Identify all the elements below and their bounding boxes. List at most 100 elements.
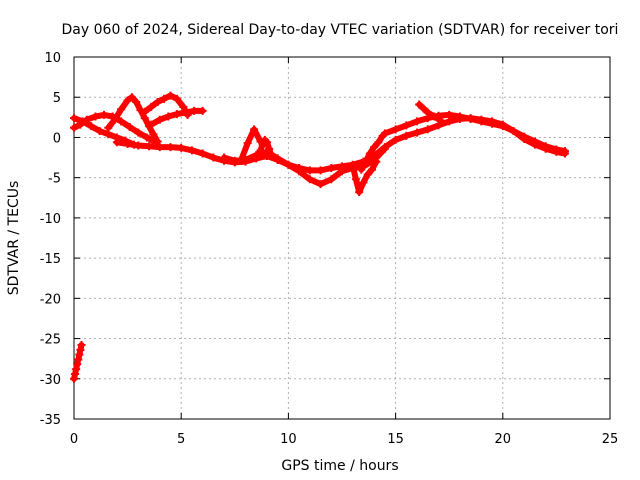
x-tick-label: 15 bbox=[387, 432, 404, 447]
data-point bbox=[187, 146, 196, 155]
data-point bbox=[560, 147, 569, 156]
data-point bbox=[374, 138, 383, 147]
series-rise-13 bbox=[357, 131, 387, 174]
data-point bbox=[132, 98, 141, 107]
data-point bbox=[147, 102, 156, 111]
data-point bbox=[123, 139, 132, 148]
data-point bbox=[149, 130, 158, 139]
data-point bbox=[155, 115, 164, 124]
data-point bbox=[172, 94, 181, 103]
data-point bbox=[172, 110, 181, 119]
series-arc-c bbox=[147, 106, 207, 129]
data-point bbox=[445, 110, 454, 119]
y-tick-label: -25 bbox=[40, 333, 61, 348]
y-tick-label: -5 bbox=[48, 172, 61, 187]
x-tick-label: 5 bbox=[177, 432, 185, 447]
data-point bbox=[70, 123, 78, 132]
data-point bbox=[74, 355, 83, 364]
chart-title: Day 060 of 2024, Sidereal Day-to-day VTE… bbox=[62, 22, 619, 38]
data-point bbox=[198, 149, 207, 158]
data-point bbox=[305, 166, 314, 175]
axis-ticks bbox=[73, 56, 611, 420]
series-bump-7 bbox=[237, 125, 265, 164]
data-series bbox=[70, 91, 569, 383]
data-point bbox=[488, 119, 497, 128]
data-point bbox=[181, 108, 190, 117]
x-tick-label: 25 bbox=[602, 432, 619, 447]
data-point bbox=[402, 121, 411, 130]
data-point bbox=[160, 94, 169, 103]
data-point bbox=[155, 143, 164, 152]
data-point bbox=[87, 122, 96, 131]
data-point bbox=[134, 128, 143, 137]
data-point bbox=[134, 141, 143, 150]
data-point bbox=[267, 151, 276, 160]
data-point bbox=[243, 139, 252, 148]
data-point bbox=[368, 165, 377, 174]
data-point bbox=[75, 350, 84, 359]
data-point bbox=[365, 149, 374, 158]
data-point bbox=[91, 112, 100, 121]
data-point bbox=[284, 160, 293, 169]
data-point bbox=[552, 145, 561, 154]
data-point bbox=[378, 131, 387, 140]
data-point bbox=[355, 188, 364, 197]
data-point bbox=[520, 132, 529, 141]
series-start-low bbox=[70, 340, 86, 383]
data-point bbox=[147, 120, 156, 129]
data-point bbox=[112, 138, 121, 147]
data-point bbox=[273, 154, 282, 163]
data-point bbox=[265, 144, 274, 153]
x-tick-label: 20 bbox=[495, 432, 512, 447]
data-point bbox=[142, 133, 151, 142]
data-point bbox=[76, 345, 85, 354]
y-tick-label: -10 bbox=[40, 212, 61, 227]
series-vert-9 bbox=[254, 135, 276, 161]
data-point bbox=[380, 144, 389, 153]
data-point bbox=[413, 128, 422, 137]
data-point bbox=[361, 157, 370, 166]
data-point bbox=[71, 369, 80, 378]
series-arc-b bbox=[140, 91, 192, 119]
data-point bbox=[430, 112, 439, 121]
data-point bbox=[166, 91, 175, 100]
data-point bbox=[402, 131, 411, 140]
y-tick-label: 0 bbox=[53, 131, 61, 146]
x-tick-label: 10 bbox=[280, 432, 297, 447]
data-point bbox=[466, 114, 475, 123]
data-point bbox=[370, 143, 379, 152]
data-point bbox=[164, 112, 173, 121]
data-point bbox=[436, 116, 445, 125]
data-point bbox=[327, 175, 336, 184]
data-point bbox=[72, 365, 81, 374]
data-point bbox=[256, 146, 265, 155]
data-point bbox=[530, 137, 539, 146]
plot-frame bbox=[73, 56, 611, 420]
data-point bbox=[237, 155, 246, 164]
data-point bbox=[357, 165, 366, 174]
data-point bbox=[78, 117, 87, 126]
y-tick-label: -30 bbox=[40, 373, 61, 388]
y-tick-label: 5 bbox=[53, 91, 61, 106]
series-upper-late bbox=[380, 110, 569, 156]
data-point bbox=[100, 110, 109, 119]
data-point bbox=[250, 125, 259, 134]
data-point bbox=[117, 117, 126, 126]
data-point bbox=[415, 100, 424, 109]
data-point bbox=[305, 175, 314, 184]
data-point bbox=[351, 175, 360, 184]
series-band bbox=[221, 145, 388, 188]
data-point bbox=[363, 170, 372, 179]
data-point bbox=[125, 122, 134, 131]
data-point bbox=[117, 105, 126, 114]
y-axis-title: SDTVAR / TECUs bbox=[6, 181, 22, 296]
series-dip-13 bbox=[348, 157, 381, 197]
data-point bbox=[541, 142, 550, 151]
data-point bbox=[77, 340, 86, 349]
x-tick-label: 0 bbox=[70, 432, 78, 447]
y-tick-label: -15 bbox=[40, 252, 61, 267]
data-point bbox=[140, 107, 149, 116]
data-point bbox=[372, 157, 381, 166]
data-point bbox=[316, 180, 325, 189]
data-point bbox=[73, 360, 82, 369]
